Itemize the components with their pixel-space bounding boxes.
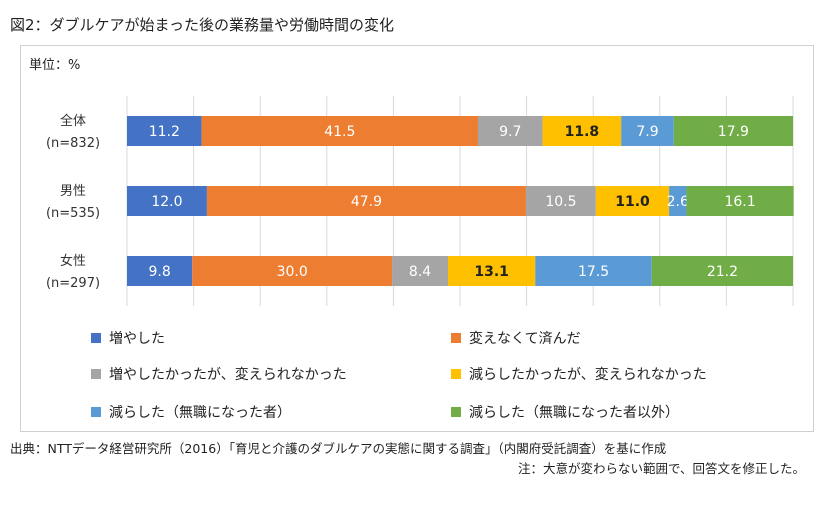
bar-segment xyxy=(686,186,794,216)
bar-segment xyxy=(477,116,543,146)
bar-segment xyxy=(673,116,793,146)
data-label: 9.8 xyxy=(149,264,171,280)
legend-label: 減らした（無職になった者） xyxy=(109,405,291,421)
bar-segment xyxy=(651,256,793,286)
bar-segment xyxy=(392,256,449,286)
legend-swatch xyxy=(451,369,461,379)
category-label: 女性 xyxy=(60,253,86,269)
bar-segment xyxy=(206,186,526,216)
data-label: 30.0 xyxy=(277,264,308,280)
data-label: 11.8 xyxy=(565,124,600,140)
data-label: 21.2 xyxy=(707,264,738,280)
stacked-bar-chart: 全体 (n=832) 11.2 41.5 9.7 11.8 7.9 17.9 男性 (n=535)… xyxy=(46,96,794,306)
bar-segment xyxy=(192,256,393,286)
source-text: 出典：NTTデータ経営研究所（2016）「育児と介護のダブルケアの実態に関する調… xyxy=(10,441,667,456)
legend-swatch xyxy=(91,407,101,417)
data-label: 17.9 xyxy=(718,124,749,140)
legend-item: 減らしたかったが、変えられなかった xyxy=(451,364,707,384)
legend-item: 減らした（無職になった者） xyxy=(91,402,291,422)
legend-swatch xyxy=(451,407,461,417)
chart-panel: 単位：% 全体 (n=832) 11.2 41.5 9.7 11.8 7.9 17.9 男性 (n… xyxy=(20,45,814,432)
bar-segment xyxy=(595,186,670,216)
legend-item: 増やした xyxy=(91,328,165,348)
category-sublabel: (n=832) xyxy=(46,136,100,151)
legend-swatch xyxy=(91,333,101,343)
category-label: 男性 xyxy=(60,184,86,199)
legend-label: 変えなくて済んだ xyxy=(469,331,581,347)
bar-segment xyxy=(535,256,652,286)
bar-segment xyxy=(127,116,202,146)
data-label: 11.2 xyxy=(149,124,180,140)
legend-label: 増やしたかったが、変えられなかった xyxy=(109,367,347,383)
bar-segment xyxy=(621,116,674,146)
bar-segment xyxy=(669,186,687,216)
data-label: 11.0 xyxy=(615,194,650,210)
data-label: 12.0 xyxy=(151,194,182,210)
chart-title: 図2：ダブルケアが始まった後の業務量や労働時間の変化 xyxy=(10,16,394,34)
data-label: 17.5 xyxy=(578,264,609,280)
data-label: 2.6 xyxy=(667,194,689,210)
data-label: 41.5 xyxy=(324,124,355,140)
legend-swatch xyxy=(451,333,461,343)
bar-segment xyxy=(201,116,478,146)
bar-segment xyxy=(127,256,193,286)
legend-item: 減らした（無職になった者以外） xyxy=(451,402,679,422)
bar-segment xyxy=(542,116,622,146)
data-label: 7.9 xyxy=(636,124,658,140)
legend-label: 減らしたかったが、変えられなかった xyxy=(469,367,707,383)
legend-label: 減らした（無職になった者以外） xyxy=(469,405,679,421)
note-text: 注：大意が変わらない範囲で、回答文を修正した。 xyxy=(517,461,805,476)
data-label: 13.1 xyxy=(474,264,509,280)
bar-segment xyxy=(525,186,596,216)
legend-swatch xyxy=(91,369,101,379)
unit-label: 単位：% xyxy=(29,58,81,73)
legend-item: 増やしたかったが、変えられなかった xyxy=(91,364,347,384)
data-label: 47.9 xyxy=(351,194,382,210)
bar-segment xyxy=(127,186,207,216)
legend-item: 変えなくて済んだ xyxy=(451,328,581,348)
data-label: 10.5 xyxy=(545,194,576,210)
category-label: 全体 xyxy=(60,113,86,129)
data-label: 16.1 xyxy=(724,194,755,210)
bar-segment xyxy=(448,256,536,286)
data-label: 8.4 xyxy=(409,264,431,280)
category-sublabel: (n=297) xyxy=(46,276,100,291)
data-label: 9.7 xyxy=(499,124,521,140)
legend-label: 増やした xyxy=(109,331,165,347)
category-sublabel: (n=535) xyxy=(46,206,100,221)
